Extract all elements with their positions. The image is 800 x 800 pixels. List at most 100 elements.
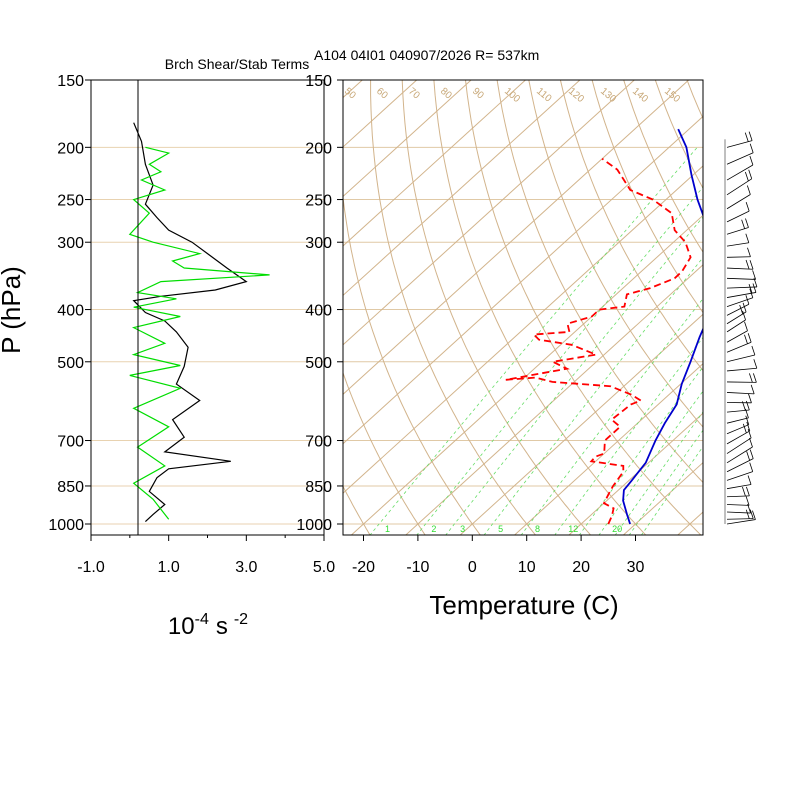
skew-y-tick-label: 400 xyxy=(305,303,332,320)
right-panel-title: A104 04I01 040907/2026 R= 537km xyxy=(314,47,539,63)
left-x-axis-label-unit-exponent: -2 xyxy=(234,611,248,628)
isotherm-line xyxy=(343,80,690,395)
wind-barb-flag xyxy=(742,423,747,434)
skew-y-tick-label: 200 xyxy=(305,140,332,157)
wind-barb-flag xyxy=(744,132,749,142)
left-y-tick-labels: 150 200 250 300 400 500 700 850 1000 xyxy=(48,73,91,534)
dry-adiabat-line xyxy=(591,80,703,314)
isotherm-line xyxy=(343,80,472,198)
wind-barb-flag xyxy=(745,496,750,506)
mixing-ratio-bottom-label: 5 xyxy=(498,524,503,534)
wind-barb-shaft xyxy=(726,194,751,210)
wind-barb-flag xyxy=(747,247,751,257)
left-x-axis-label: 10-4 s -2 xyxy=(168,611,248,640)
wind-barb-shaft xyxy=(726,519,756,525)
wind-barb-flag xyxy=(745,400,750,411)
dry-adiabat-line xyxy=(343,485,371,535)
skew-x-tick-label: 30 xyxy=(627,559,645,576)
mixing-ratio-line xyxy=(416,186,703,535)
brunt-shear-panel: 150 200 250 300 400 500 700 850 1000 -1.0 1.0 3.0 5… xyxy=(48,73,335,640)
wind-barb-shaft xyxy=(726,242,749,247)
mixing-ratio-line xyxy=(445,216,703,535)
mixing-ratio-line xyxy=(483,256,703,535)
mixing-ratio-line xyxy=(554,336,703,535)
wind-barb-flag xyxy=(748,284,753,294)
wind-barb-flag xyxy=(745,259,750,270)
left-x-axis-label-base: 10 xyxy=(168,613,195,640)
wind-barb-flag xyxy=(746,451,751,461)
wind-barb-shaft xyxy=(726,341,752,353)
wind-barb-shaft xyxy=(726,495,750,498)
left-y-tick-label: 700 xyxy=(57,434,84,451)
wind-barb-shaft xyxy=(726,277,756,280)
dry-adiabat-line xyxy=(343,371,426,535)
wind-barb-flag xyxy=(747,475,752,485)
wind-barb-shaft xyxy=(726,471,753,481)
wind-barb-flag xyxy=(741,219,746,229)
wind-barb-flag xyxy=(745,509,750,519)
temperature-axis-label: Temperature (C) xyxy=(429,590,618,620)
wind-barb-flag xyxy=(741,401,746,411)
mixing-ratio-line xyxy=(369,147,698,535)
wind-barb-shaft xyxy=(726,152,754,165)
wind-barb-shaft xyxy=(726,458,754,473)
wind-barb-flag xyxy=(749,155,754,166)
left-y-tick-label: 200 xyxy=(57,140,84,157)
wind-barb-flag xyxy=(746,486,750,496)
skew-y-tick-label: 150 xyxy=(305,73,332,90)
mixing-ratio-line xyxy=(578,366,703,535)
wind-barb-flag xyxy=(752,270,756,280)
wind-barb-flag xyxy=(749,373,753,383)
dry-adiabat-line xyxy=(623,80,703,254)
wind-barb-flag xyxy=(744,321,748,331)
pressure-axis-label: P (hPa) xyxy=(0,266,26,354)
wind-barb-shaft xyxy=(726,354,755,363)
isotherm-line xyxy=(459,313,703,535)
skew-t-isotherms xyxy=(343,80,703,535)
wind-barb-flag xyxy=(753,373,757,383)
wind-barb-shaft xyxy=(726,319,746,333)
wind-barb-flag xyxy=(749,449,754,459)
wind-barb-flag xyxy=(752,510,756,520)
mixing-ratio-line xyxy=(520,297,703,535)
skew-y-tick-label: 700 xyxy=(305,434,332,451)
wind-barb-shaft xyxy=(726,511,751,514)
wind-barb-shaft xyxy=(726,286,757,289)
isotherm-line xyxy=(350,214,703,535)
wind-barb-shaft xyxy=(726,164,754,181)
wind-barb-shaft xyxy=(726,392,755,395)
wind-barb-flag xyxy=(745,295,750,305)
mixing-ratio-bottom-label: 12 xyxy=(568,524,578,534)
wind-barb-shaft xyxy=(726,437,752,454)
wind-barb-shaft xyxy=(726,446,753,464)
wind-barb-flag xyxy=(749,260,754,270)
left-x-tick-label: -1.0 xyxy=(77,559,105,576)
skew-x-tick-label: -10 xyxy=(406,559,429,576)
isotherm-line xyxy=(343,80,581,297)
left-y-tick-label: 150 xyxy=(57,73,84,90)
wind-barb-shaft xyxy=(726,424,749,435)
wind-barb-flag xyxy=(742,486,746,497)
wind-barb-flag xyxy=(744,171,749,182)
left-series-line-1 xyxy=(128,146,270,520)
wind-barb-flag xyxy=(745,408,749,419)
wind-barb-profile xyxy=(724,131,758,525)
wind-barb-shaft xyxy=(726,256,751,258)
isotherm-line xyxy=(343,165,703,494)
skew-y-tick-label: 850 xyxy=(305,479,332,496)
left-series-line-0 xyxy=(132,122,248,523)
wind-barb-flag xyxy=(748,131,753,141)
mixing-ratio-bottom-label: 3 xyxy=(460,524,465,534)
left-y-tick-label: 850 xyxy=(57,479,84,496)
wind-barb-flag xyxy=(739,304,744,315)
mixing-ratio-bottom-label: 2 xyxy=(431,524,436,534)
left-y-tick-label: 500 xyxy=(57,355,84,372)
wind-barb-flag xyxy=(748,169,753,179)
skew-t-x-tick-labels: -20 -10 0 10 20 30 xyxy=(352,535,645,576)
left-y-tick-label: 1000 xyxy=(48,517,84,534)
wind-barb-flag xyxy=(749,288,754,298)
skew-y-tick-label: 250 xyxy=(305,193,332,210)
wind-barb-flag xyxy=(749,462,754,472)
mixing-ratio-bottom-label: 20 xyxy=(612,524,622,534)
